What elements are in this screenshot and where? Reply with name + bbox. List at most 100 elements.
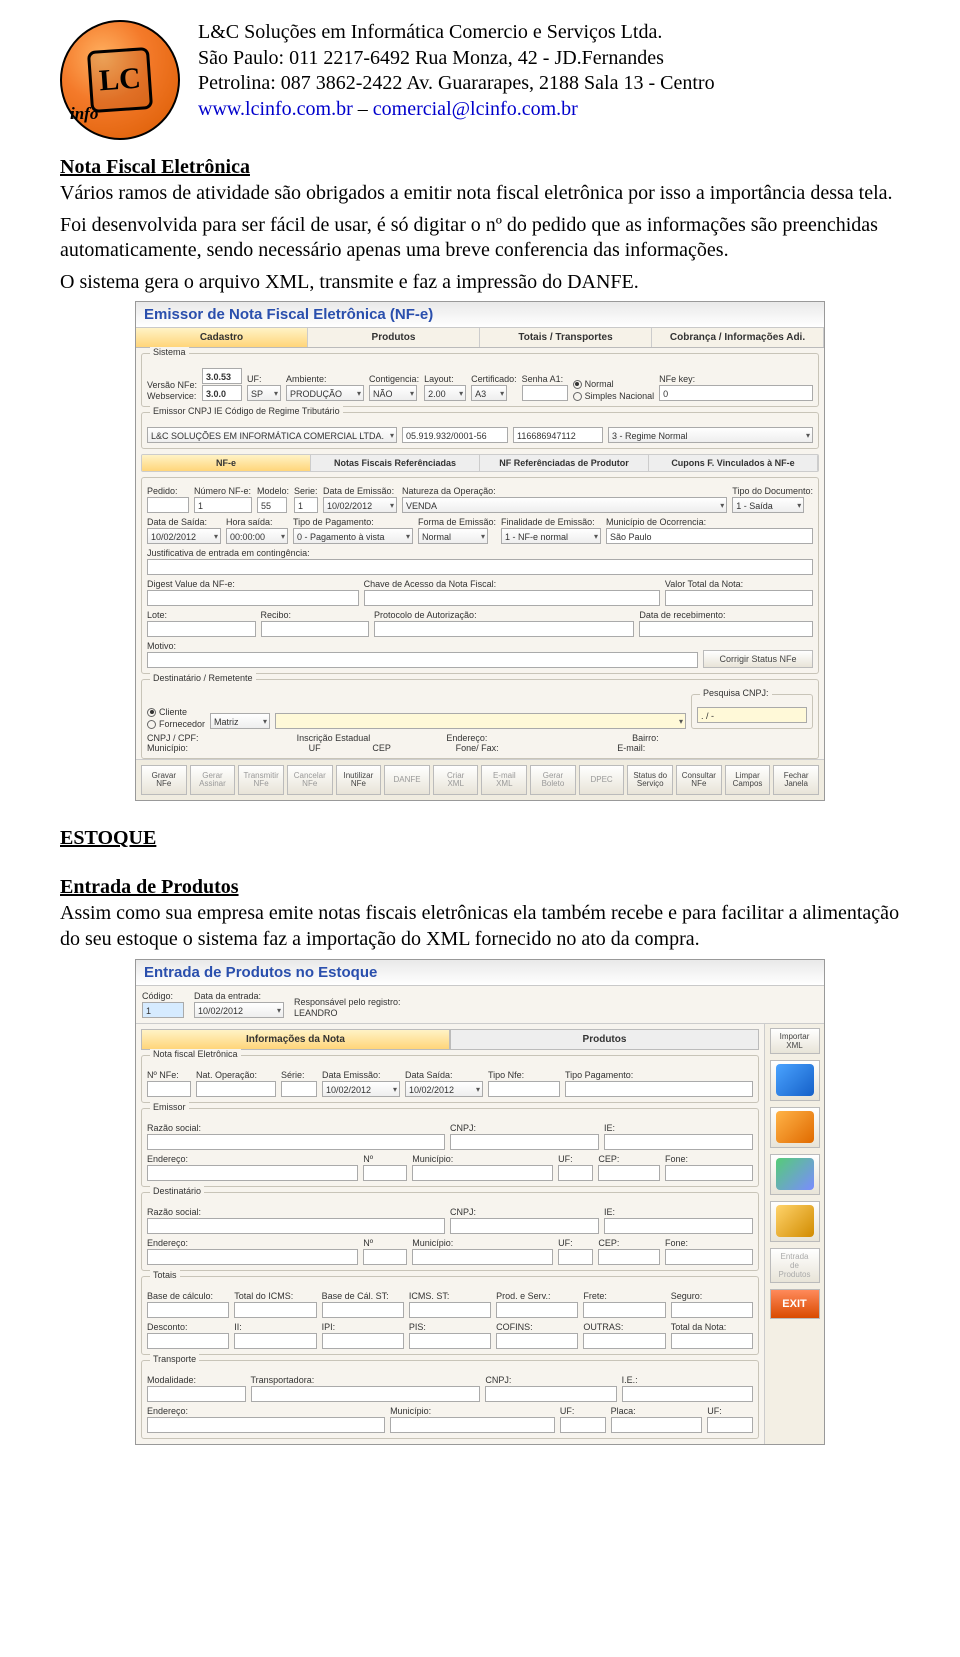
- btn-corrigir-status[interactable]: Corrigir Status NFe: [703, 650, 813, 668]
- combo-forma[interactable]: Normal: [418, 528, 488, 544]
- btn-consultar[interactable]: ConsultarNFe: [676, 765, 722, 795]
- input-total[interactable]: [671, 1333, 753, 1349]
- input-valor[interactable]: [665, 590, 813, 606]
- tab-cadastro[interactable]: Cadastro: [136, 328, 308, 347]
- input-em-cep[interactable]: [598, 1165, 660, 1181]
- input-tr-ie[interactable]: [622, 1386, 753, 1402]
- input-pesq-cnpj[interactable]: . / -: [697, 707, 807, 723]
- input-de-cep[interactable]: [598, 1249, 660, 1265]
- combo-emissor-nome[interactable]: L&C SOLUÇÕES EM INFORMÁTICA COMERCIAL LT…: [147, 427, 397, 443]
- input-etipopag[interactable]: [565, 1081, 753, 1097]
- input-de-razao[interactable]: [147, 1218, 445, 1234]
- input-em-mun[interactable]: [412, 1165, 553, 1181]
- input-em-razao[interactable]: [147, 1134, 445, 1150]
- combo-hora[interactable]: 00:00:00: [226, 528, 288, 544]
- combo-uf[interactable]: SP: [247, 385, 281, 401]
- input-de-n[interactable]: [363, 1249, 407, 1265]
- combo-matriz[interactable]: Matriz: [210, 713, 270, 729]
- btn-status[interactable]: Status doServiço: [627, 765, 673, 795]
- subtab-ref[interactable]: Notas Fiscais Referênciadas: [311, 455, 480, 471]
- input-prod[interactable]: [496, 1302, 578, 1318]
- tab-cobranca[interactable]: Cobrança / Informações Adi.: [652, 328, 824, 347]
- input-nnfe[interactable]: [147, 1081, 191, 1097]
- input-em-end[interactable]: [147, 1165, 358, 1181]
- input-pedido[interactable]: [147, 497, 189, 513]
- input-outras[interactable]: [583, 1333, 665, 1349]
- input-prot[interactable]: [374, 621, 634, 637]
- input-em-n[interactable]: [363, 1165, 407, 1181]
- input-tr-uf2[interactable]: [707, 1417, 753, 1433]
- input-em-ie[interactable]: [604, 1134, 753, 1150]
- btn-boleto[interactable]: GerarBoleto: [530, 765, 576, 795]
- input-tr-placa[interactable]: [611, 1417, 703, 1433]
- input-ipi[interactable]: [322, 1333, 404, 1349]
- input-nfekey[interactable]: 0: [659, 385, 813, 401]
- input-tr-cnpj[interactable]: [485, 1386, 616, 1402]
- input-codigo[interactable]: 1: [142, 1002, 184, 1018]
- input-datarec[interactable]: [639, 621, 813, 637]
- input-em-uf[interactable]: [558, 1165, 593, 1181]
- input-em-cnpj[interactable]: [450, 1134, 599, 1150]
- input-emissor-ie[interactable]: 116686947112: [513, 427, 603, 443]
- btn-gerar[interactable]: GerarAssinar: [190, 765, 236, 795]
- btn-emailxml[interactable]: E-mailXML: [481, 765, 527, 795]
- input-emissor-cnpj[interactable]: 05.919.932/0001-56: [402, 427, 508, 443]
- input-recibo[interactable]: [261, 621, 370, 637]
- btn-transmitir[interactable]: TransmitirNFe: [238, 765, 284, 795]
- input-de-fone[interactable]: [665, 1249, 753, 1265]
- combo-dest-name[interactable]: [275, 713, 686, 729]
- sidebtn-pen-icon[interactable]: [770, 1060, 820, 1101]
- btn-fechar[interactable]: FecharJanela: [773, 765, 819, 795]
- input-icms[interactable]: [234, 1302, 316, 1318]
- input-de-end[interactable]: [147, 1249, 358, 1265]
- input-de-cnpj[interactable]: [450, 1218, 599, 1234]
- sidebtn-brush-icon[interactable]: [770, 1201, 820, 1242]
- input-etipo[interactable]: [488, 1081, 560, 1097]
- btn-criarxml[interactable]: CriarXML: [433, 765, 479, 795]
- combo-emissor-regime[interactable]: 3 - Regime Normal: [608, 427, 813, 443]
- input-motivo[interactable]: [147, 652, 698, 668]
- input-tr-mod[interactable]: [147, 1386, 246, 1402]
- radio-cliente[interactable]: Cliente: [147, 707, 205, 717]
- input-serie[interactable]: 1: [294, 497, 318, 513]
- email-link[interactable]: comercial@lcinfo.com.br: [373, 98, 578, 120]
- input-bc[interactable]: [147, 1302, 229, 1318]
- est-tab-produtos[interactable]: Produtos: [450, 1029, 759, 1049]
- btn-dpec[interactable]: DPEC: [579, 765, 625, 795]
- input-tr-mun[interactable]: [390, 1417, 555, 1433]
- input-tr-transp[interactable]: [251, 1386, 481, 1402]
- input-tr-uf[interactable]: [560, 1417, 606, 1433]
- combo-conting[interactable]: NÃO: [369, 385, 417, 401]
- input-de-ie[interactable]: [604, 1218, 753, 1234]
- input-desc[interactable]: [147, 1333, 229, 1349]
- input-mun[interactable]: São Paulo: [606, 528, 813, 544]
- input-natop[interactable]: [196, 1081, 276, 1097]
- input-em-fone[interactable]: [665, 1165, 753, 1181]
- subtab-cupons[interactable]: Cupons F. Vinculados à NF-e: [649, 455, 818, 471]
- sidebtn-exit[interactable]: EXIT: [770, 1289, 820, 1319]
- btn-gravar[interactable]: GravarNFe: [141, 765, 187, 795]
- input-bcst[interactable]: [322, 1302, 404, 1318]
- input-icmsst[interactable]: [409, 1302, 491, 1318]
- site-link[interactable]: www.lcinfo.com.br: [198, 98, 353, 120]
- combo-cert[interactable]: A3: [471, 385, 507, 401]
- combo-pag[interactable]: 0 - Pagamento à vista: [293, 528, 413, 544]
- input-chave[interactable]: [364, 590, 660, 606]
- sidebtn-entrada-prod[interactable]: EntradadeProdutos: [770, 1248, 820, 1283]
- tab-produtos[interactable]: Produtos: [308, 328, 480, 347]
- input-de-uf[interactable]: [558, 1249, 593, 1265]
- input-numero[interactable]: 1: [194, 497, 252, 513]
- sidebtn-trash-icon[interactable]: [770, 1154, 820, 1195]
- input-eserie[interactable]: [281, 1081, 317, 1097]
- input-frete[interactable]: [583, 1302, 665, 1318]
- est-tab-info[interactable]: Informações da Nota: [141, 1029, 450, 1049]
- combo-ambiente[interactable]: PRODUÇÃO: [286, 385, 364, 401]
- combo-layout[interactable]: 2.00: [424, 385, 466, 401]
- combo-finalidade[interactable]: 1 - NF-e normal: [501, 528, 601, 544]
- combo-tipo[interactable]: 1 - Saída: [732, 497, 804, 513]
- subtab-prod[interactable]: NF Referênciadas de Produtor: [480, 455, 649, 471]
- btn-cancelar[interactable]: CancelarNFe: [287, 765, 333, 795]
- tab-totais[interactable]: Totais / Transportes: [480, 328, 652, 347]
- input-modelo[interactable]: 55: [257, 497, 287, 513]
- input-tr-end[interactable]: [147, 1417, 385, 1433]
